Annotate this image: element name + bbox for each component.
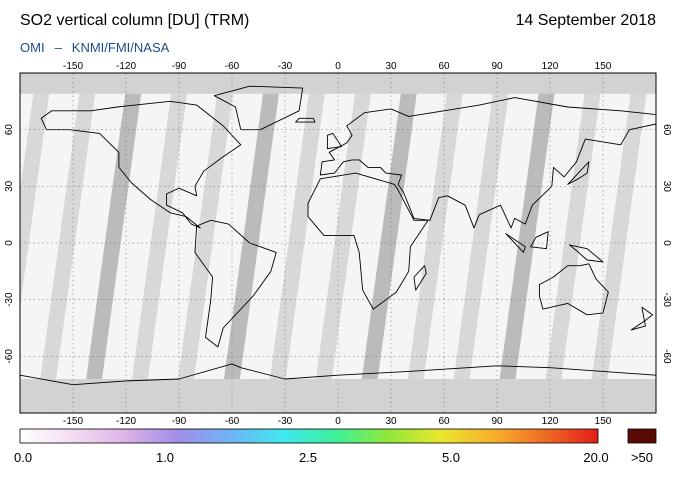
axis-ticks: -150 -150 -120 -120 -90 -90 -60 -60 -30 -30 0 0 30 30… bbox=[4, 61, 672, 427]
lon-tick-bottom: 120 bbox=[542, 416, 559, 427]
landmass-great-britain bbox=[326, 132, 342, 150]
landmass-australia bbox=[538, 263, 609, 316]
lon-tick-bottom: 0 bbox=[335, 416, 341, 427]
no-data-swath bbox=[359, 88, 418, 398]
no-data-swath bbox=[129, 88, 188, 398]
lon-tick-bottom: -90 bbox=[172, 416, 187, 427]
landmass-madagascar bbox=[413, 265, 427, 291]
lon-tick-bottom: 150 bbox=[595, 416, 612, 427]
landmass-new-guinea bbox=[568, 244, 604, 263]
lon-tick-top: 60 bbox=[438, 61, 450, 72]
lon-tick-top: -120 bbox=[116, 61, 136, 72]
credit-agencies: KNMI/FMI/NASA bbox=[71, 40, 170, 55]
lon-tick-top: -60 bbox=[225, 61, 240, 72]
landmass-scandinavia-ice bbox=[295, 117, 316, 123]
lat-tick-left: 60 bbox=[4, 124, 15, 136]
credit-separator: – bbox=[54, 40, 62, 55]
lat-tick-right: 60 bbox=[661, 124, 672, 136]
landmass-sumatra-borneo bbox=[505, 233, 526, 253]
lon-tick-top: -30 bbox=[278, 61, 293, 72]
credit-line: OMI – KNMI/FMI/NASA bbox=[20, 40, 169, 55]
lon-tick-bottom: -150 bbox=[63, 416, 83, 427]
landmass-africa bbox=[307, 172, 429, 310]
lat-tick-right: -60 bbox=[661, 349, 672, 364]
lon-tick-bottom: 30 bbox=[385, 416, 397, 427]
credit-instrument: OMI bbox=[20, 40, 45, 55]
lat-tick-left: 0 bbox=[4, 240, 15, 246]
landmass-borneo bbox=[530, 231, 549, 250]
no-data-swath bbox=[542, 88, 602, 398]
colorbar-label: 5.0 bbox=[441, 450, 461, 465]
landmass-north-america bbox=[40, 100, 242, 229]
lat-tick-left: 30 bbox=[4, 180, 15, 192]
lon-tick-top: 90 bbox=[491, 61, 503, 72]
lon-tick-bottom: 60 bbox=[438, 416, 450, 427]
colorbar-label: 2.5 bbox=[298, 450, 318, 465]
landmass-antarctica bbox=[20, 363, 656, 413]
map-frame bbox=[19, 72, 657, 414]
map-title: SO2 vertical column [DU] (TRM) bbox=[20, 12, 250, 29]
no-data-swath bbox=[20, 88, 50, 308]
lon-tick-bottom: -60 bbox=[225, 416, 240, 427]
map-date: 14 September 2018 bbox=[515, 12, 656, 29]
lon-tick-top: -150 bbox=[63, 61, 83, 72]
lon-tick-top: 150 bbox=[595, 61, 612, 72]
lon-tick-top: 30 bbox=[385, 61, 397, 72]
lat-tick-right: 30 bbox=[661, 181, 672, 193]
lon-tick-top: 120 bbox=[542, 61, 559, 72]
lon-tick-bottom: -120 bbox=[116, 416, 136, 427]
lon-tick-top: -90 bbox=[172, 61, 187, 72]
landmass-south-america bbox=[194, 219, 277, 348]
lon-tick-bottom: 90 bbox=[491, 416, 503, 427]
colorbar bbox=[19, 428, 599, 444]
lat-tick-left: -30 bbox=[4, 292, 15, 307]
no-data-swath bbox=[497, 88, 556, 398]
landmass-new-zealand bbox=[630, 306, 653, 331]
no-data-swath bbox=[83, 88, 142, 398]
lat-tick-left: -60 bbox=[4, 349, 15, 364]
colorbar-label: >50 bbox=[630, 450, 654, 465]
no-data-swath bbox=[37, 88, 96, 398]
colorbar-label: 20.0 bbox=[583, 450, 609, 465]
lon-tick-bottom: -30 bbox=[278, 416, 293, 427]
landmass-japan bbox=[567, 161, 590, 185]
colorbar-overflow bbox=[627, 428, 657, 444]
colorbar-label: 1.0 bbox=[155, 450, 175, 465]
lat-tick-right: -30 bbox=[661, 292, 672, 307]
lon-tick-top: 0 bbox=[335, 61, 341, 72]
colorbar-label: 0.0 bbox=[14, 450, 33, 465]
no-data-swath bbox=[313, 88, 372, 398]
lat-tick-right: 0 bbox=[661, 240, 672, 246]
no-data-swath bbox=[588, 88, 648, 398]
no-data-swath bbox=[267, 88, 326, 398]
